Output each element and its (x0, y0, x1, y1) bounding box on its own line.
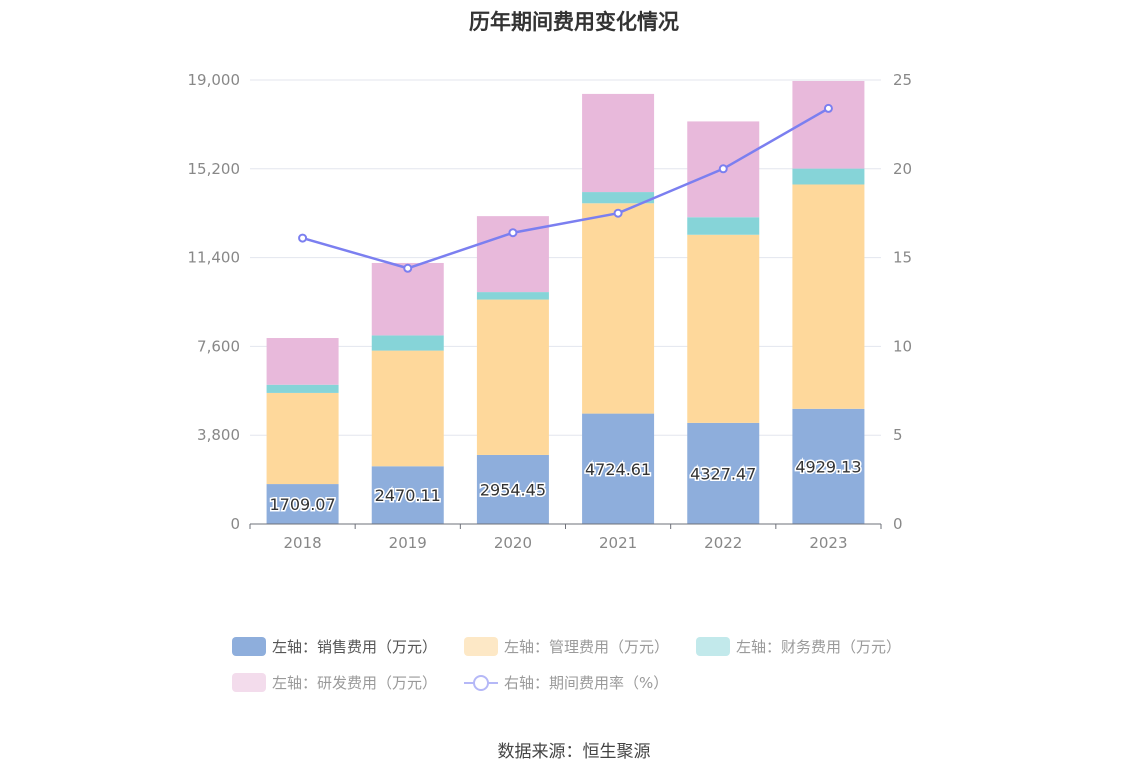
bar-segment (687, 422, 760, 524)
legend-label: 左轴：研发费用（万元） (272, 674, 438, 692)
right-axis-tick-label: 10 (893, 337, 912, 355)
rate-line (298, 103, 833, 273)
data-label: 1709.07 (269, 495, 335, 514)
legend-label: 左轴：销售费用（万元） (272, 638, 438, 656)
legend-swatch (696, 637, 730, 656)
left-axis-tick-label: 15,200 (188, 160, 241, 178)
rate-point (403, 263, 413, 273)
legend-label: 右轴：期间费用率（%） (504, 674, 669, 692)
bar-segment (687, 234, 760, 423)
bar-segment (582, 93, 655, 193)
data-source: 数据来源：恒生聚源 (497, 742, 651, 762)
right-axis-tick-label: 0 (893, 515, 903, 533)
bar-segment (266, 384, 339, 393)
legend-line-marker (464, 673, 498, 692)
bar-segment (371, 262, 444, 336)
bar-segment (582, 192, 655, 204)
left-axis-tick-label: 11,400 (188, 249, 241, 267)
legend-item[interactable]: 左轴：管理费用（万元） (464, 636, 669, 657)
bar-segment (371, 466, 444, 524)
right-axis-tick-label: 20 (893, 160, 912, 178)
right-axis-tick-label: 5 (893, 426, 903, 444)
bar-segment (582, 203, 655, 414)
left-axis-tick-label: 3,800 (197, 426, 240, 444)
bar-segment (792, 168, 865, 185)
bar-segment (266, 392, 339, 485)
legend-swatch (232, 637, 266, 656)
chart-title: 历年期间费用变化情况 (469, 10, 679, 34)
x-axis-tick-label: 2021 (599, 534, 637, 552)
bar-segment (371, 350, 444, 467)
grid-lines (250, 79, 881, 436)
data-labels: 1709.07 2470.11 2954.45 4724.61 4327.47 4929.… (268, 456, 863, 516)
data-label: 2470.11 (375, 486, 441, 505)
x-axis-tick-label: 2020 (494, 534, 532, 552)
bar-segment (476, 454, 549, 524)
bar-segment (266, 338, 339, 385)
bar-segment (476, 292, 549, 300)
data-label: 4724.61 (585, 460, 651, 479)
legend-label: 左轴：财务费用（万元） (736, 638, 902, 656)
rate-point (823, 103, 833, 113)
bar-segment (792, 184, 865, 409)
legend-label: 左轴：管理费用（万元） (504, 638, 670, 656)
rate-point (508, 228, 518, 238)
rate-point (298, 233, 308, 243)
legend-swatch (464, 637, 498, 656)
data-label: 4327.47 (690, 464, 756, 483)
x-axis-tick-label: 2018 (283, 534, 321, 552)
left-axis-tick-label: 19,000 (188, 71, 241, 89)
data-label: 4929.13 (795, 457, 861, 476)
legend-item[interactable]: 左轴：销售费用（万元） (232, 636, 437, 657)
bar-segment (476, 299, 549, 455)
bar-segment (687, 217, 760, 235)
rate-point (718, 164, 728, 174)
rate-line-path (302, 107, 830, 270)
bar-segment (792, 80, 865, 169)
bars (266, 80, 865, 524)
legend-item[interactable]: 左轴：财务费用（万元） (696, 636, 901, 657)
x-axis-tick-label: 2023 (809, 534, 847, 552)
x-axis-tick-label: 2022 (704, 534, 742, 552)
right-axis-tick-label: 25 (893, 71, 912, 89)
left-axis-tick-label: 7,600 (197, 337, 240, 355)
left-axis-tick-label: 0 (230, 515, 240, 533)
data-label: 2954.45 (480, 480, 546, 499)
legend-item[interactable]: 左轴：研发费用（万元） (232, 672, 437, 693)
chart-area: 0 3,800 7,600 11,400 15,200 19,000 0 5 10 15 20 25 2… (188, 71, 913, 552)
x-axis-tick-label: 2019 (389, 534, 427, 552)
axes: 0 3,800 7,600 11,400 15,200 19,000 0 5 10 15 20 25 2… (188, 71, 913, 552)
bar-segment (792, 408, 865, 524)
rate-point (613, 208, 623, 218)
legend-swatch (232, 673, 266, 692)
right-axis-tick-label: 15 (893, 249, 912, 267)
bar-segment (582, 413, 655, 524)
bar-segment (371, 335, 444, 351)
legend-item[interactable]: 右轴：期间费用率（%） (464, 672, 668, 693)
bar-segment (266, 484, 339, 524)
